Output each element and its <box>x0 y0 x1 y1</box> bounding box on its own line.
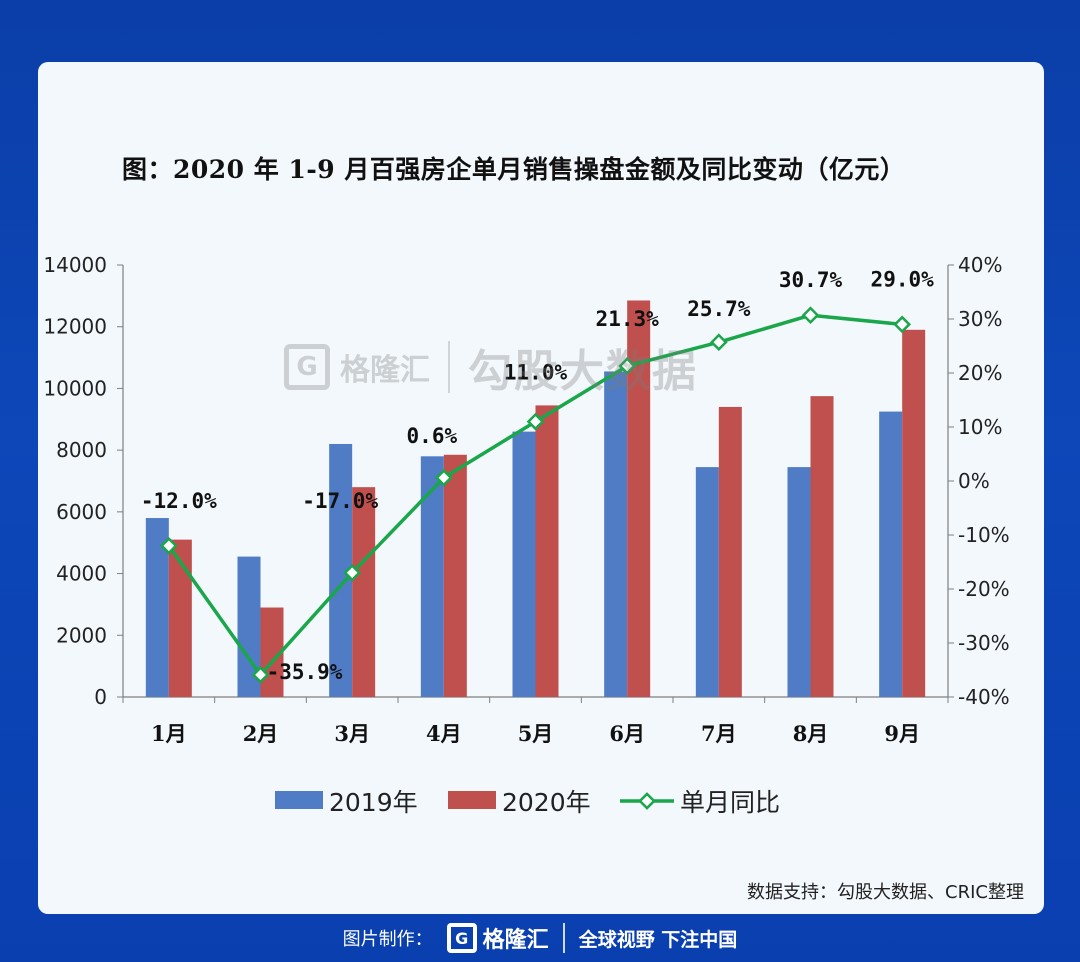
data-label-yoy: -12.0% <box>141 489 217 513</box>
data-label-yoy: 29.0% <box>871 267 935 291</box>
bar-2020年 <box>535 405 559 697</box>
x-tick-label: 6月 <box>609 721 645 746</box>
chart-title: 图：2020 年 1-9 月百强房企单月销售操盘金额及同比变动（亿元） <box>122 155 906 184</box>
source-note: 数据支持：勾股大数据、CRIC整理 <box>747 882 1024 903</box>
line-point-yoy <box>526 412 545 431</box>
data-label-yoy: -35.9% <box>267 660 343 684</box>
x-tick-label: 1月 <box>151 721 187 746</box>
bar-2019年 <box>145 518 169 697</box>
y-left-tick-label: 14000 <box>43 253 107 277</box>
line-point-yoy <box>343 563 362 582</box>
bar-2019年 <box>420 456 444 697</box>
y-right-tick-label: -40% <box>958 685 1010 709</box>
bar-2019年 <box>237 556 261 697</box>
legend-swatch-2020年 <box>448 791 496 809</box>
footer-slogan: 全球视野 下注中国 <box>578 928 738 951</box>
bar-2020年 <box>902 329 926 697</box>
line-point-yoy <box>434 468 453 487</box>
bar-2019年 <box>329 443 353 697</box>
data-label-yoy: -17.0% <box>302 489 378 513</box>
footer-label: 图片制作： <box>342 929 433 950</box>
y-left-tick-label: 12000 <box>43 315 107 339</box>
bar-2020年 <box>810 396 834 697</box>
bar-2019年 <box>695 467 719 697</box>
x-tick-label: 5月 <box>518 721 554 746</box>
data-label-yoy: 25.7% <box>687 297 751 321</box>
y-right-tick-label: -10% <box>958 523 1010 547</box>
footer-brand: 格隆汇 <box>482 928 549 953</box>
x-tick-label: 3月 <box>334 721 370 746</box>
y-right-tick-label: 30% <box>958 307 1002 331</box>
x-tick-label: 8月 <box>793 721 829 746</box>
bar-2019年 <box>787 467 811 697</box>
y-left-tick-label: 10000 <box>43 376 107 400</box>
footer-divider <box>562 923 565 953</box>
footer-bar: 图片制作： G 格隆汇 全球视野 下注中国 <box>0 914 1080 962</box>
legend-label-单月同比: 单月同比 <box>680 788 780 817</box>
line-point-yoy <box>801 306 820 325</box>
line-point-yoy <box>893 315 912 334</box>
x-tick-label: 9月 <box>884 721 920 746</box>
bar-2019年 <box>879 411 903 697</box>
y-right-tick-label: -30% <box>958 631 1010 655</box>
bar-2020年 <box>168 539 192 697</box>
y-right-tick-label: -20% <box>958 577 1010 601</box>
data-label-yoy: 11.0% <box>504 361 568 385</box>
x-tick-label: 7月 <box>701 721 737 746</box>
legend-swatch-2019年 <box>275 791 323 809</box>
bar-2020年 <box>443 454 467 697</box>
x-tick-label: 4月 <box>426 721 462 746</box>
data-label-yoy: 30.7% <box>779 268 843 292</box>
gelonghui-logo-icon: G <box>446 923 477 953</box>
y-left-tick-label: 2000 <box>56 623 107 647</box>
y-right-tick-label: 40% <box>958 253 1002 277</box>
bar-2020年 <box>352 487 376 697</box>
y-right-tick-label: 0% <box>958 469 990 493</box>
y-left-tick-label: 4000 <box>56 562 107 586</box>
y-right-tick-label: 20% <box>958 361 1002 385</box>
legend-marker-line <box>638 792 656 810</box>
y-left-tick-label: 0 <box>94 685 107 709</box>
data-label-yoy: 0.6% <box>407 424 458 448</box>
line-point-yoy <box>709 333 728 352</box>
y-right-tick-label: 10% <box>958 415 1002 439</box>
data-label-yoy: 21.3% <box>596 307 660 331</box>
line-point-yoy <box>618 357 637 375</box>
legend-label-2020年: 2020年 <box>502 788 591 817</box>
x-tick-label: 2月 <box>243 721 279 746</box>
footer-logo: G 格隆汇 <box>446 922 549 954</box>
y-left-tick-label: 8000 <box>56 438 107 462</box>
bar-2020年 <box>718 406 742 697</box>
bar-2019年 <box>512 431 536 697</box>
legend-label-2019年: 2019年 <box>329 788 418 817</box>
line-point-yoy <box>251 666 270 684</box>
y-left-tick-label: 6000 <box>56 500 107 524</box>
bar-2019年 <box>604 371 628 697</box>
line-point-yoy <box>159 536 178 555</box>
bar-2020年 <box>627 300 651 697</box>
